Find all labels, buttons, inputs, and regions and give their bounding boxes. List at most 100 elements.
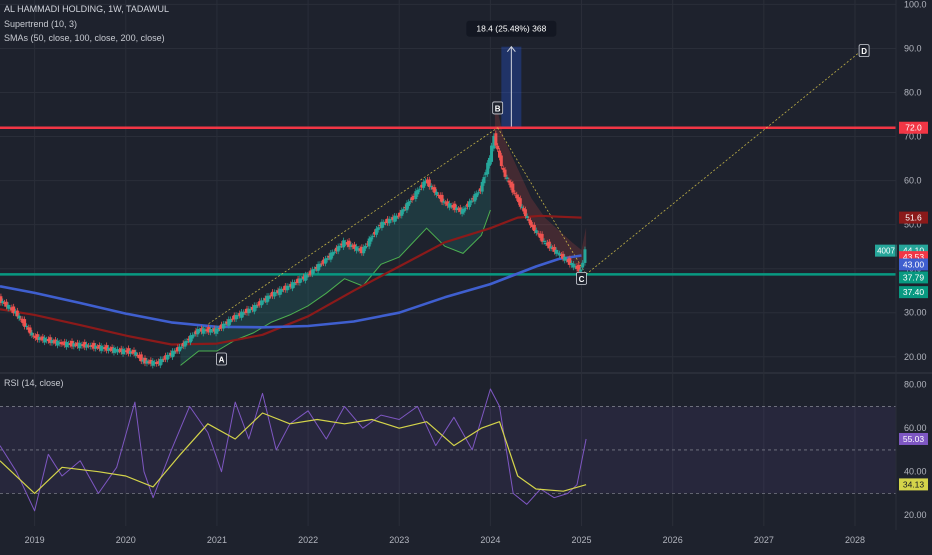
candle-body <box>287 286 291 288</box>
candle-body <box>119 348 123 353</box>
sma-legend[interactable]: SMAs (50, close, 100, close, 200, close) <box>4 33 165 43</box>
rsi-tag-55.03: 55.03 <box>903 434 925 444</box>
rsi-y-tick-label: 20.00 <box>904 510 927 520</box>
candle-body <box>55 340 59 346</box>
price-tag-bg <box>899 258 928 271</box>
x-tick-label: 2027 <box>754 535 774 545</box>
trend-line-descending <box>497 127 587 275</box>
candle-body <box>83 342 87 348</box>
candle-body <box>167 355 171 357</box>
candle-body <box>322 259 326 264</box>
candle-body <box>546 242 550 246</box>
candle-body <box>216 328 220 332</box>
price-tag-51.6: 51.6 <box>905 213 922 223</box>
candle-body <box>333 251 337 253</box>
candle-body <box>137 354 141 359</box>
candle-body <box>307 274 311 276</box>
candle-body <box>54 339 58 344</box>
annotation-box-B <box>492 101 504 115</box>
candle-body <box>527 219 531 221</box>
candle-body <box>446 201 450 206</box>
candle-body <box>77 343 81 349</box>
candle-body <box>280 289 284 292</box>
x-tick-label: 2020 <box>116 535 136 545</box>
candle-body <box>97 345 101 349</box>
candle-body <box>155 361 159 365</box>
candle-body <box>292 282 296 286</box>
candle-body <box>416 190 420 195</box>
candle-body <box>12 306 16 314</box>
candle-body <box>46 338 50 342</box>
candle-body <box>86 345 90 347</box>
candle-body <box>486 162 490 175</box>
candle-body <box>407 201 411 206</box>
rsi-legend[interactable]: RSI (14, close) <box>4 378 64 388</box>
candle-body <box>203 329 207 332</box>
candle-body <box>3 302 7 304</box>
candle-body <box>174 350 178 352</box>
candle-body <box>201 328 205 334</box>
x-tick-label: 2021 <box>207 535 227 545</box>
candle-body <box>323 258 327 264</box>
candle-body <box>499 155 503 167</box>
candle-body <box>347 240 351 247</box>
symbol-tag-bg <box>875 244 897 257</box>
candle-body <box>568 258 572 265</box>
candle-body <box>117 350 121 352</box>
candle-body <box>389 219 393 221</box>
candle-body <box>285 285 289 291</box>
candle-body <box>44 339 48 341</box>
candle-body <box>544 242 548 244</box>
candle-body <box>300 278 304 280</box>
annotation-label-D: D <box>861 47 867 56</box>
candle-body <box>380 221 384 228</box>
measure-label-bg <box>466 20 557 37</box>
candle-body <box>309 270 313 275</box>
candle-body <box>50 340 54 344</box>
candle-body <box>176 347 180 352</box>
candle-body <box>258 301 262 306</box>
candle-body <box>10 307 14 311</box>
candle-body <box>561 253 565 259</box>
candle-body <box>320 263 324 265</box>
candle-body <box>563 256 567 261</box>
candle-body <box>157 361 161 364</box>
rsi-y-tick-label: 80.00 <box>904 380 927 390</box>
candle-body <box>162 358 166 360</box>
candle-body <box>229 319 233 323</box>
candle-body <box>387 218 391 224</box>
candle-body <box>227 319 231 326</box>
candle-body <box>243 311 247 313</box>
candle-body <box>298 278 302 284</box>
candle-body <box>469 200 473 203</box>
candle-body <box>296 278 300 283</box>
price-tag-bg <box>899 211 928 224</box>
candle-body <box>577 264 581 272</box>
candle-body <box>496 145 500 150</box>
candle-body <box>314 266 318 269</box>
candle-body <box>444 202 448 204</box>
candle-body <box>517 197 521 203</box>
candle-body <box>460 209 464 214</box>
annotation-label-B: B <box>495 104 501 113</box>
candle-body <box>183 341 187 347</box>
candle-body <box>398 212 402 216</box>
candle-body <box>466 203 470 207</box>
candle-body <box>497 150 501 158</box>
y-tick-label: 100.0 <box>904 0 927 9</box>
candle-body <box>414 191 418 200</box>
candle-body <box>85 344 89 348</box>
candle-body <box>68 343 72 345</box>
candle-body <box>105 345 109 351</box>
x-tick-label: 2022 <box>298 535 318 545</box>
supertrend-legend[interactable]: Supertrend (10, 3) <box>4 19 78 29</box>
rsi-y-tick-label: 60.00 <box>904 423 927 433</box>
candle-body <box>571 263 575 268</box>
candle-body <box>43 337 47 343</box>
candle-body <box>194 330 198 335</box>
candle-body <box>507 180 511 183</box>
candle-body <box>106 347 110 351</box>
candle-body <box>72 343 76 347</box>
